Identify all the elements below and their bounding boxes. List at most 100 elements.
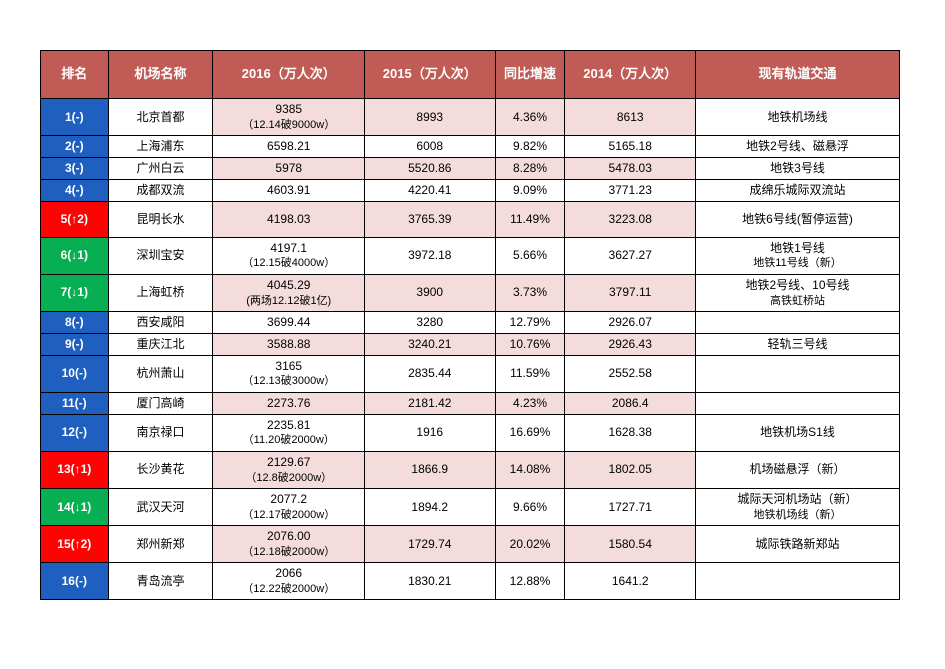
value-2015: 3972.18	[365, 237, 496, 274]
value-2015: 3280	[365, 311, 496, 333]
value-2016: 3699.44	[213, 311, 365, 333]
value-2016: 2066（12.22破2000w）	[213, 563, 365, 600]
airport-name: 西安咸阳	[108, 311, 213, 333]
rail-transit: 城际天河机场站（新）地铁机场线（新）	[695, 488, 899, 525]
rail-transit	[695, 355, 899, 392]
airport-name: 昆明长水	[108, 201, 213, 237]
growth-rate: 3.73%	[495, 274, 565, 311]
value-2016: 4197.1（12.15破4000w）	[213, 237, 365, 274]
growth-rate: 11.59%	[495, 355, 565, 392]
airport-name: 重庆江北	[108, 333, 213, 355]
value-2015: 2181.42	[365, 392, 496, 414]
value-2014: 2926.07	[565, 311, 696, 333]
value-2015: 1916	[365, 414, 496, 451]
table-row: 3(-)广州白云59785520.868.28%5478.03地铁3号线	[41, 157, 900, 179]
value-2014: 1628.38	[565, 414, 696, 451]
value-2015: 5520.86	[365, 157, 496, 179]
value-2016: 3588.88	[213, 333, 365, 355]
growth-rate: 9.09%	[495, 179, 565, 201]
value-2016: 2129.67（12.8破2000w）	[213, 451, 365, 488]
airport-name: 北京首都	[108, 99, 213, 136]
table-row: 10(-)杭州萧山3165（12.13破3000w）2835.4411.59%2…	[41, 355, 900, 392]
value-2014: 5478.03	[565, 157, 696, 179]
table-row: 15(↑2)郑州新郑2076.00（12.18破2000w）1729.7420.…	[41, 526, 900, 563]
airport-name: 武汉天河	[108, 488, 213, 525]
rank-cell: 3(-)	[41, 157, 109, 179]
header-2014: 2014（万人次）	[565, 51, 696, 99]
rank-cell: 5(↑2)	[41, 201, 109, 237]
value-2014: 2552.58	[565, 355, 696, 392]
header-name: 机场名称	[108, 51, 213, 99]
value-2014: 2926.43	[565, 333, 696, 355]
airport-name: 广州白云	[108, 157, 213, 179]
growth-rate: 12.79%	[495, 311, 565, 333]
value-2015: 6008	[365, 136, 496, 158]
rail-transit: 轻轨三号线	[695, 333, 899, 355]
rail-transit: 地铁机场线	[695, 99, 899, 136]
growth-rate: 4.23%	[495, 392, 565, 414]
header-2015: 2015（万人次）	[365, 51, 496, 99]
rank-cell: 6(↓1)	[41, 237, 109, 274]
value-2015: 8993	[365, 99, 496, 136]
rail-transit	[695, 311, 899, 333]
rank-cell: 8(-)	[41, 311, 109, 333]
rank-cell: 12(-)	[41, 414, 109, 451]
value-2014: 1727.71	[565, 488, 696, 525]
rank-cell: 2(-)	[41, 136, 109, 158]
table-row: 7(↓1)上海虹桥4045.29(两场12.12破1亿)39003.73%379…	[41, 274, 900, 311]
table-row: 12(-)南京禄口2235.81（11.20破2000w）191616.69%1…	[41, 414, 900, 451]
table-row: 5(↑2)昆明长水4198.033765.3911.49%3223.08地铁6号…	[41, 201, 900, 237]
value-2014: 1641.2	[565, 563, 696, 600]
rail-transit: 地铁2号线、磁悬浮	[695, 136, 899, 158]
table-row: 4(-)成都双流4603.914220.419.09%3771.23成绵乐城际双…	[41, 179, 900, 201]
airport-name: 厦门高崎	[108, 392, 213, 414]
rail-transit: 地铁3号线	[695, 157, 899, 179]
airport-name: 深圳宝安	[108, 237, 213, 274]
rank-cell: 13(↑1)	[41, 451, 109, 488]
growth-rate: 14.08%	[495, 451, 565, 488]
growth-rate: 12.88%	[495, 563, 565, 600]
rank-cell: 10(-)	[41, 355, 109, 392]
value-2016: 4045.29(两场12.12破1亿)	[213, 274, 365, 311]
growth-rate: 10.76%	[495, 333, 565, 355]
growth-rate: 8.28%	[495, 157, 565, 179]
table-row: 1(-)北京首都9385（12.14破9000w）89934.36%8613地铁…	[41, 99, 900, 136]
rail-transit: 地铁6号线(暂停运营)	[695, 201, 899, 237]
rank-cell: 16(-)	[41, 563, 109, 600]
value-2015: 3240.21	[365, 333, 496, 355]
value-2014: 3627.27	[565, 237, 696, 274]
value-2016: 4198.03	[213, 201, 365, 237]
airport-name: 成都双流	[108, 179, 213, 201]
value-2016: 6598.21	[213, 136, 365, 158]
airport-name: 青岛流亭	[108, 563, 213, 600]
value-2014: 3797.11	[565, 274, 696, 311]
value-2016: 2235.81（11.20破2000w）	[213, 414, 365, 451]
value-2014: 1580.54	[565, 526, 696, 563]
table-row: 6(↓1)深圳宝安4197.1（12.15破4000w）3972.185.66%…	[41, 237, 900, 274]
value-2015: 1729.74	[365, 526, 496, 563]
rail-transit: 地铁机场S1线	[695, 414, 899, 451]
value-2014: 2086.4	[565, 392, 696, 414]
rank-cell: 11(-)	[41, 392, 109, 414]
growth-rate: 20.02%	[495, 526, 565, 563]
header-rank: 排名	[41, 51, 109, 99]
rail-transit: 地铁1号线地铁11号线（新）	[695, 237, 899, 274]
value-2014: 1802.05	[565, 451, 696, 488]
table-row: 14(↓1)武汉天河2077.2（12.17破2000w）1894.29.66%…	[41, 488, 900, 525]
value-2016: 2273.76	[213, 392, 365, 414]
table-row: 13(↑1)长沙黄花2129.67（12.8破2000w）1866.914.08…	[41, 451, 900, 488]
growth-rate: 9.82%	[495, 136, 565, 158]
airport-name: 南京禄口	[108, 414, 213, 451]
value-2016: 2076.00（12.18破2000w）	[213, 526, 365, 563]
rail-transit: 地铁2号线、10号线高铁虹桥站	[695, 274, 899, 311]
rank-cell: 1(-)	[41, 99, 109, 136]
table-row: 2(-)上海浦东6598.2160089.82%5165.18地铁2号线、磁悬浮	[41, 136, 900, 158]
table-row: 11(-)厦门高崎2273.762181.424.23%2086.4	[41, 392, 900, 414]
airport-name: 长沙黄花	[108, 451, 213, 488]
rank-cell: 7(↓1)	[41, 274, 109, 311]
rail-transit: 成绵乐城际双流站	[695, 179, 899, 201]
rank-cell: 15(↑2)	[41, 526, 109, 563]
value-2015: 2835.44	[365, 355, 496, 392]
header-growth: 同比增速	[495, 51, 565, 99]
growth-rate: 9.66%	[495, 488, 565, 525]
